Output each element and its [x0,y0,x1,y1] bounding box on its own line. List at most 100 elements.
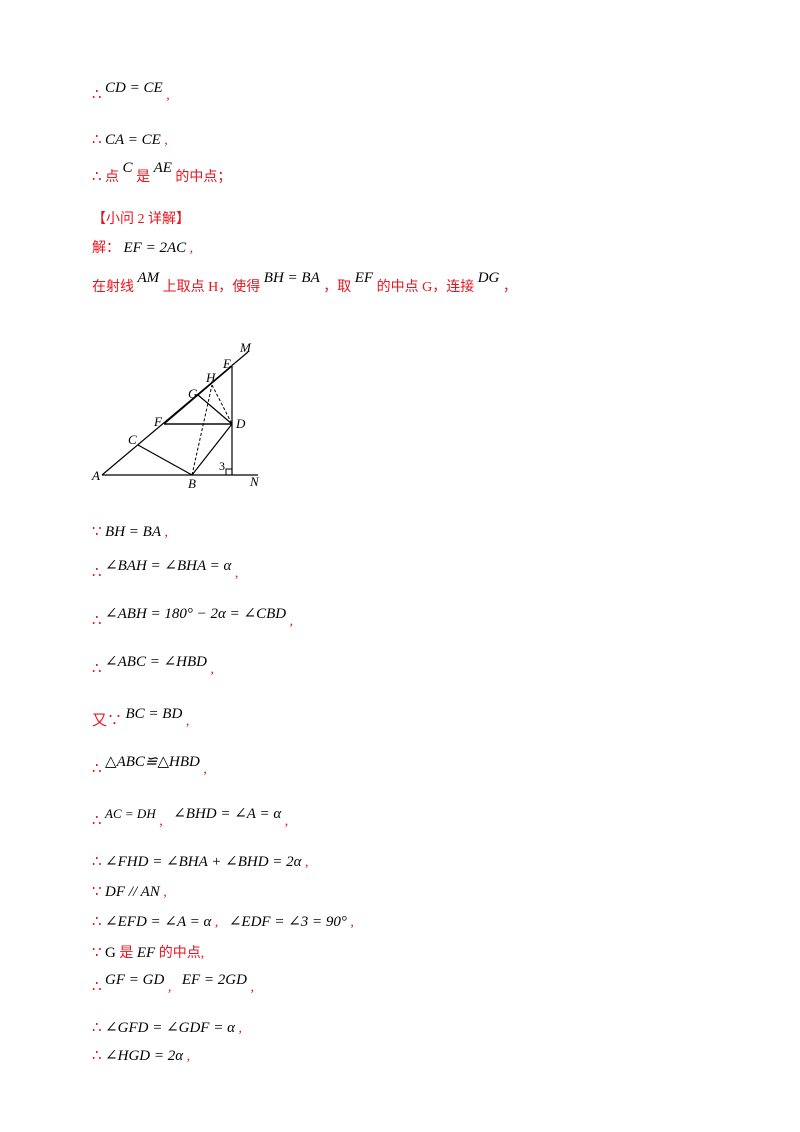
proof-9-tail: , [163,885,167,900]
proof-7-tail2: , [284,814,289,829]
step-3-pre: 点 [105,170,120,185]
proof-11-mid: 是 [119,946,134,961]
proof-line-2: ∴ ∠BAH = ∠BHA = α , [92,556,238,581]
proof-11-var-g: G [105,945,116,961]
proof-12-tail2: , [250,980,254,995]
proof-8-tail: , [305,855,309,870]
step-1: ∴ CD = CE , [92,78,170,103]
step-1-expr: CD = CE [105,80,163,96]
construction-var-am: AM [137,270,160,286]
label-g: G [188,386,198,401]
proof-7-expr: AC = DH [105,806,156,821]
label-n: N [249,474,260,489]
proof-line-3: ∴ ∠ABH = 180° − 2α = ∠CBD , [92,604,293,629]
answer-expr: EF = 2AC [123,240,187,256]
segment-fe [163,365,233,425]
proof-8-expr: ∠FHD = ∠BHA + ∠BHD = 2α [105,854,302,870]
dashed-hd [211,384,233,425]
label-e: E [222,356,231,371]
therefore-symbol: ∴ [92,761,102,777]
therefore-symbol: ∴ [92,613,102,629]
label-d: D [235,416,246,431]
step-2: ∴ CA = CE , [92,130,168,149]
therefore-symbol: ∴ [92,169,102,185]
proof-10-expr: ∠EFD = ∠A = α [105,914,212,930]
construction-text-5: ， [502,280,517,295]
therefore-symbol: ∴ [92,854,102,870]
proof-14-expr: ∠HGD = 2α [105,1048,184,1064]
proof-line-8: ∴ ∠FHD = ∠BHA + ∠BHD = 2α , [92,852,309,871]
dashed-bh [191,384,213,476]
segment-cb [137,444,193,476]
step-3-var-ae: AE [153,160,172,176]
proof-line-11: ∵ G 是 EF 的中点, [92,942,204,962]
construction-text-1: 在射线 [92,280,134,295]
label-m: M [239,340,252,355]
proof-1-expr: BH = BA [105,524,161,540]
proof-line-13: ∴ ∠GFD = ∠GDF = α , [92,1018,242,1037]
proof-11-post: 的中点, [158,946,205,961]
construction-var-ef: EF [354,270,374,286]
therefore-symbol: ∴ [92,87,102,103]
therefore-symbol: ∴ [92,1048,102,1064]
proof-line-7: ∴ AC = DH , ∠BHD = ∠A = α , [92,804,288,829]
construction-text-3: ，取 [323,280,352,295]
step-3-var-c: C [122,160,133,176]
proof-9-expr: DF // AN [105,884,160,900]
step-3-post: 的中点； [175,170,232,185]
proof-12-expr: GF = GD [105,972,165,988]
label-b: B [188,476,196,490]
additionally-because-symbol: 又∵ [92,713,123,729]
answer-pre: 解： [92,241,120,256]
proof-6-expr: △ABC≌△HBD [105,754,200,770]
proof-10-expr2: ∠EDF = ∠3 = 90° [228,914,347,930]
geometry-figure: M E H G F D C A B N 3 [91,340,260,490]
construction-text-2: 上取点 H，使得 [162,280,261,295]
proof-line-14: ∴ ∠HGD = 2α , [92,1046,190,1065]
proof-line-5: 又∵ BC = BD , [92,702,189,729]
proof-5-expr: BC = BD [125,706,183,722]
proof-line-1: ∵ BH = BA , [92,522,168,541]
because-symbol: ∵ [92,884,102,900]
construction-var-dg: DG [477,270,500,286]
proof-line-12: ∴ GF = GD , EF = 2GD , [92,970,254,995]
construction-line: 在射线 AM 上取点 H，使得 BH = BA ，取 EF 的中点 G，连接 D… [92,270,517,296]
answer-tail: , [189,241,194,256]
proof-14-tail: , [186,1049,191,1064]
proof-3-expr: ∠ABH = 180° − 2α = ∠CBD [105,606,287,622]
right-angle-mark [225,468,233,476]
proof-line-6: ∴ △ABC≌△HBD , [92,752,207,777]
construction-text-4: 的中点 G，连接 [376,280,475,295]
part2-header: 【小问 2 详解】 [92,212,190,227]
step-2-expr: CA = CE [105,132,161,148]
proof-7-expr2: ∠BHD = ∠A = α [173,806,282,822]
segment-bd [191,423,233,476]
answer-line: 解： EF = 2AC , [92,237,193,257]
construction-var-bh-ba: BH = BA [263,270,320,286]
proof-10-tail: , [214,915,219,930]
therefore-symbol: ∴ [92,1020,102,1036]
label-a: A [91,468,100,483]
step-2-tail: , [164,133,168,148]
step-1-tail: , [166,88,170,103]
segment-gd [197,394,233,425]
proof-line-9: ∵ DF // AN , [92,882,167,901]
proof-3-tail: , [289,614,294,629]
therefore-symbol: ∴ [92,132,102,148]
proof-5-tail: , [185,714,190,729]
proof-13-expr: ∠GFD = ∠GDF = α [105,1020,235,1036]
therefore-symbol: ∴ [92,661,102,677]
proof-6-tail: , [203,762,207,777]
label-h: H [205,370,216,385]
therefore-symbol: ∴ [92,565,102,581]
proof-7-tail: , [159,814,163,829]
proof-2-expr: ∠BAH = ∠BHA = α [105,558,232,574]
therefore-symbol: ∴ [92,914,102,930]
step-3-mid: 是 [136,170,151,185]
proof-12-expr2: EF = 2GD [181,972,247,988]
proof-13-tail: , [238,1021,242,1036]
proof-11-var-ef: EF [136,945,156,961]
proof-4-expr: ∠ABC = ∠HBD [105,654,207,670]
label-angle-3: 3 [219,459,225,473]
proof-10-tail2: , [350,915,354,930]
